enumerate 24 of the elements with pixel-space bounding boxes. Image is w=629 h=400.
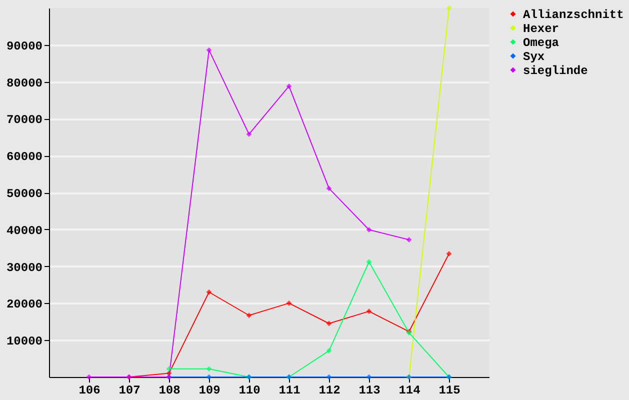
x-tick-label: 109 <box>198 384 220 398</box>
x-tick-label: 114 <box>398 384 420 398</box>
legend-label: Allianzschnitt <box>523 8 624 22</box>
y-tick-label: 20000 <box>6 298 42 312</box>
y-tick-label: 50000 <box>6 187 42 201</box>
x-tick-label: 106 <box>78 384 100 398</box>
x-tick-label: 112 <box>318 384 340 398</box>
legend-label: Syx <box>523 50 545 64</box>
y-tick-label: 10000 <box>6 334 42 349</box>
x-tick-label: 115 <box>438 384 460 398</box>
x-tick-label: 111 <box>278 384 300 398</box>
y-tick-label: 90000 <box>6 39 42 54</box>
x-tick-label: 113 <box>358 384 380 398</box>
legend-label: sieglinde <box>523 64 588 78</box>
y-tick-label: 70000 <box>6 113 42 128</box>
x-tick-label: 107 <box>118 384 140 398</box>
legend-label: Omega <box>523 36 560 50</box>
y-tick-label: 40000 <box>6 224 42 238</box>
y-tick-label: 80000 <box>6 76 42 90</box>
y-tick-label: 60000 <box>6 150 42 164</box>
legend-label: Hexer <box>523 22 560 36</box>
x-tick-label: 108 <box>158 384 180 398</box>
y-tick-label: 30000 <box>6 260 42 275</box>
x-tick-label: 110 <box>238 384 260 398</box>
